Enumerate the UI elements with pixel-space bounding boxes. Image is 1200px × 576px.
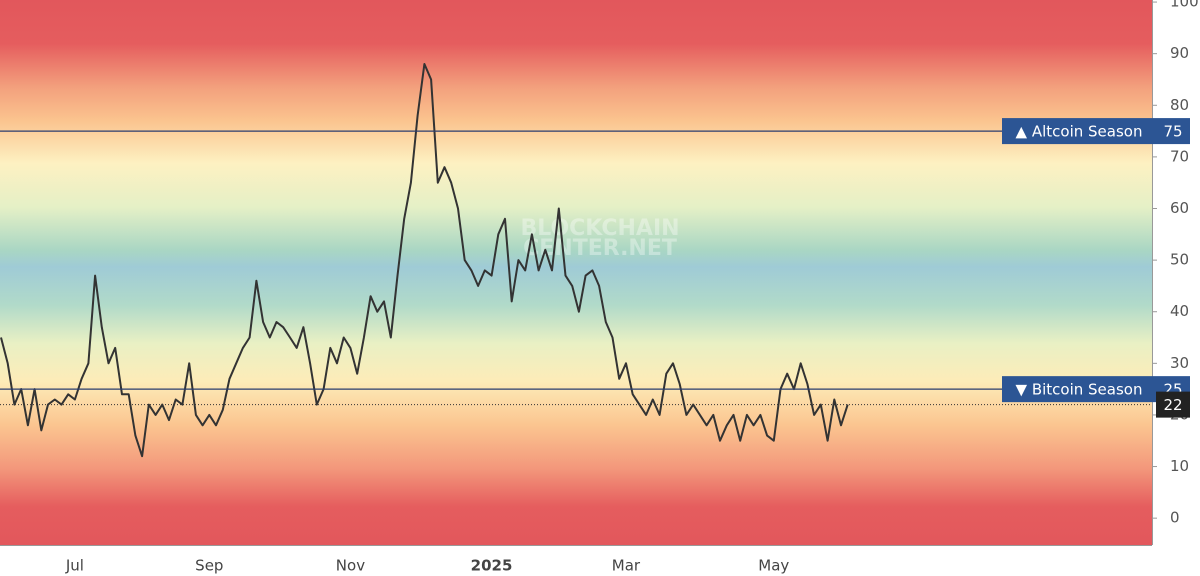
- current-value-box: [1156, 391, 1190, 418]
- x-tick-label: Nov: [336, 557, 365, 575]
- level-label-box: [1002, 118, 1156, 145]
- y-tick-label: 70: [1170, 147, 1189, 165]
- level-value-box: [1156, 118, 1190, 145]
- y-tick-label: 100: [1170, 0, 1199, 11]
- x-tick-label: May: [758, 557, 789, 575]
- y-tick-label: 30: [1170, 354, 1189, 372]
- series-line: [0, 63, 849, 458]
- y-tick-label: 0: [1170, 509, 1180, 527]
- x-tick-label: Jul: [65, 557, 84, 575]
- x-tick-label: 2025: [471, 557, 513, 575]
- y-tick-label: 80: [1170, 96, 1189, 114]
- y-tick-label: 60: [1170, 199, 1189, 217]
- level-label: ▲ Altcoin Season: [1016, 123, 1143, 141]
- y-tick-label: 10: [1170, 457, 1189, 475]
- level-value: 75: [1163, 123, 1182, 141]
- y-tick-label: 50: [1170, 251, 1189, 269]
- x-tick-label: Mar: [612, 557, 641, 575]
- plot-background: [0, 0, 1152, 545]
- current-value: 22: [1163, 396, 1182, 414]
- level-label-box: [1002, 376, 1156, 403]
- level-label: ▼ Bitcoin Season: [1016, 381, 1143, 399]
- y-tick-label: 40: [1170, 302, 1189, 320]
- y-tick-label: 90: [1170, 44, 1189, 62]
- watermark: BLOCKCHAIN: [520, 216, 679, 241]
- x-tick-label: Sep: [195, 557, 223, 575]
- watermark: CENTER.NET: [523, 236, 677, 261]
